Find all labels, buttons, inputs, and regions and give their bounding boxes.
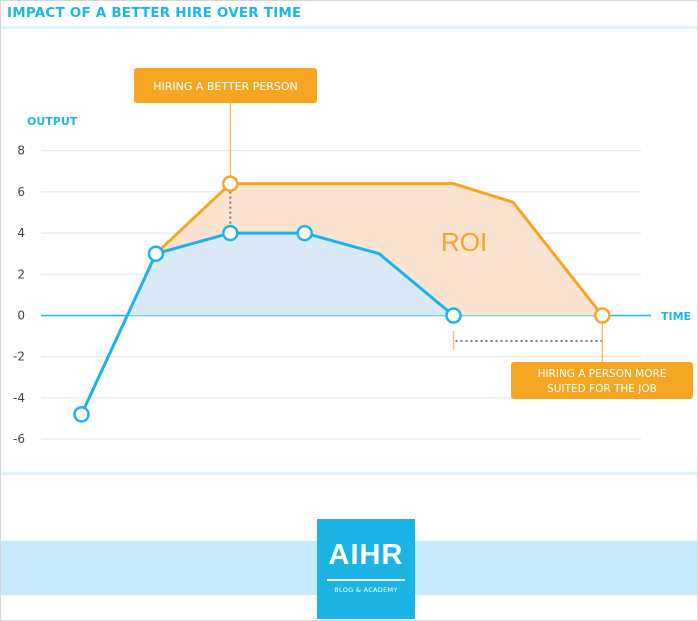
y-tick-label: 0 (17, 309, 25, 323)
data-point-orange (594, 307, 611, 324)
series-line-orange (154, 182, 604, 317)
logo-subtitle: BLOG & ACADEMY (334, 586, 398, 594)
y-tick-label: 6 (17, 185, 25, 199)
annotation-connectors (229, 103, 603, 363)
title-divider (1, 26, 697, 29)
line-chart: 8 6 4 2 0 -2 -4 -6 OUTPUT TIME ROI HIRING A BETTER… (13, 68, 693, 446)
callout-box-bottom (511, 362, 693, 399)
data-point-blue (222, 224, 239, 242)
axis-labels: 8 6 4 2 0 -2 -4 -6 OUTPUT TIME (13, 115, 691, 446)
roi-area-fill (155, 183, 603, 316)
data-point-blue (147, 245, 165, 262)
y-tick-label: 4 (17, 226, 25, 240)
y-tick-label: -2 (13, 350, 25, 364)
logo-divider (327, 579, 405, 581)
callouts: ROI HIRING A BETTER PERSON HIRING A PERSON… (134, 68, 693, 399)
y-tick-label: 8 (17, 144, 25, 158)
page-title: IMPACT OF A BETTER HIRE OVER TIME (7, 5, 302, 21)
y-tick-label: -6 (13, 432, 25, 446)
x-axis-label: TIME (661, 310, 691, 323)
y-tick-label: 2 (17, 267, 25, 281)
chart-divider (1, 472, 697, 475)
logo-text: AIHR (328, 539, 404, 571)
y-tick-label: -4 (13, 391, 25, 405)
aihr-logo[interactable]: AIHR BLOG & ACADEMY (317, 519, 415, 619)
series-line-blue (80, 231, 455, 416)
blue-area-fill (127, 233, 454, 316)
area-fills (127, 183, 603, 316)
series-lines (80, 182, 604, 416)
data-point-blue (445, 307, 462, 324)
point-markers (73, 175, 611, 423)
data-point-orange (222, 175, 239, 192)
roi-label: ROI (441, 227, 487, 257)
callout-label-bottom: HIRING A PERSON MORE SUITED FOR THE JOB (538, 368, 667, 395)
callout-label-top: HIRING A BETTER PERSON (153, 80, 298, 93)
data-point-blue (296, 224, 313, 242)
y-axis-label: OUTPUT (27, 115, 78, 128)
data-point-blue (73, 406, 90, 423)
callout-box-top (134, 68, 317, 103)
